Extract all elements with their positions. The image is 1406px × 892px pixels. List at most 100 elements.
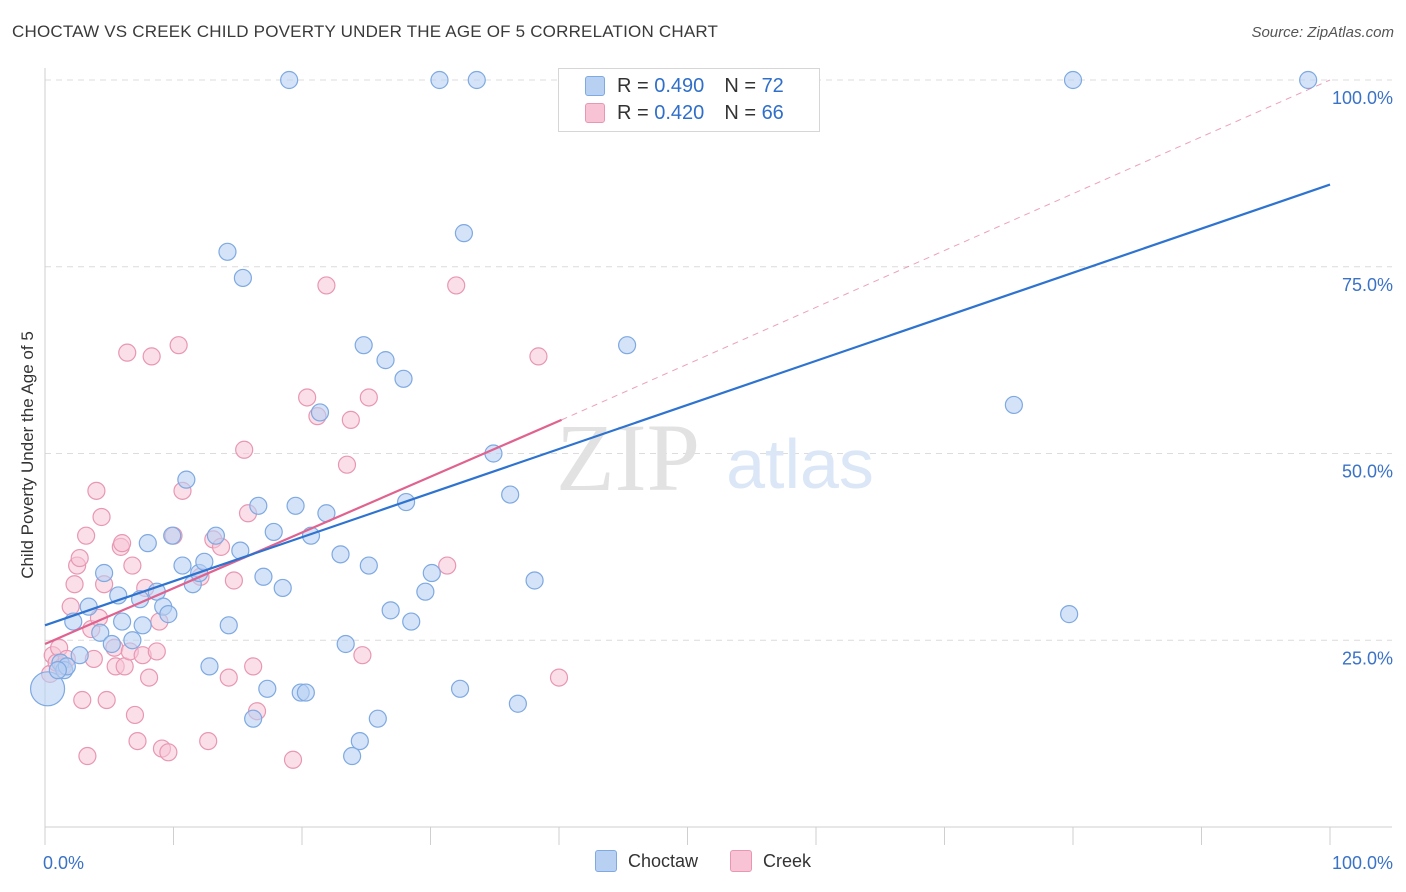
creek-point — [112, 534, 132, 553]
choctaw-point — [343, 746, 362, 766]
choctaw-point — [450, 679, 470, 698]
creek-point — [359, 388, 378, 407]
creek-point — [341, 410, 360, 429]
choctaw-point — [508, 694, 527, 713]
creek-point — [447, 276, 466, 295]
creek-point — [224, 571, 243, 590]
choctaw-point — [310, 403, 330, 422]
grid-lines — [45, 79, 1392, 641]
choctaw-point — [249, 496, 268, 515]
choctaw-point — [359, 556, 378, 575]
choctaw-point — [254, 567, 273, 586]
creek-point — [70, 548, 89, 568]
creek-point — [529, 347, 548, 366]
creek-point — [73, 690, 92, 710]
y-tick-label: 75.0% — [1342, 275, 1393, 295]
choctaw-point — [422, 563, 441, 583]
legend-item-choctaw[interactable]: Choctaw — [594, 850, 698, 872]
choctaw-point — [112, 612, 132, 631]
creek-point — [77, 526, 96, 545]
creek-point — [317, 276, 336, 295]
choctaw-point — [525, 571, 544, 590]
creek-swatch — [585, 103, 605, 123]
choctaw-point — [48, 661, 67, 680]
creek-point — [199, 731, 218, 751]
creek-trend-extension — [561, 79, 1331, 421]
choctaw-point — [501, 485, 520, 504]
watermark: ZIP atlas — [556, 404, 874, 511]
creek-point — [235, 440, 254, 459]
r-value: 0.420 — [654, 101, 705, 124]
choctaw-point — [29, 671, 66, 707]
choctaw-point — [1299, 70, 1318, 90]
creek-point — [549, 668, 569, 687]
n-value: 72 — [761, 74, 784, 97]
creek-point — [438, 556, 457, 575]
n-value: 66 — [761, 101, 784, 124]
choctaw-point — [173, 556, 192, 575]
x-tick-label: 100.0% — [1332, 853, 1393, 873]
choctaw-point — [402, 612, 421, 631]
choctaw-swatch — [585, 76, 605, 96]
choctaw-point — [416, 582, 435, 601]
watermark-zip: ZIP — [556, 404, 700, 511]
choctaw-point — [123, 631, 142, 650]
choctaw-point — [200, 657, 219, 676]
choctaw-point — [177, 470, 196, 489]
choctaw-point — [467, 70, 486, 90]
creek-point — [61, 597, 80, 616]
n-label: N = — [724, 74, 756, 97]
choctaw-point — [244, 709, 263, 728]
choctaw-point — [618, 336, 637, 355]
source-label: Source: ZipAtlas.com — [1251, 24, 1394, 41]
r-label: R = — [617, 101, 649, 124]
creek-point — [87, 481, 106, 500]
creek-point — [219, 668, 238, 687]
r-value: 0.490 — [654, 74, 705, 97]
tick-labels: 25.0% 50.0% 75.0% 100.0% 0.0% 100.0% — [43, 88, 1393, 873]
choctaw-point — [138, 534, 157, 553]
choctaw-point — [354, 336, 373, 355]
choctaw-point — [336, 634, 355, 654]
creek-point — [65, 575, 84, 594]
choctaw-point — [206, 526, 226, 545]
creek-point — [147, 642, 166, 661]
creek-point — [353, 646, 372, 665]
choctaw-point — [430, 70, 449, 90]
creek-point — [125, 705, 145, 725]
n-label: N = — [724, 101, 756, 124]
creek-point — [92, 507, 111, 527]
choctaw-point — [273, 578, 292, 598]
choctaw-point — [1060, 605, 1079, 624]
choctaw-points — [29, 70, 1318, 766]
creek-trend-line — [44, 418, 563, 645]
creek-point — [283, 750, 303, 769]
choctaw-point — [280, 70, 299, 90]
choctaw-point — [381, 601, 400, 620]
choctaw-point — [394, 369, 413, 388]
creek-point — [128, 731, 147, 751]
choctaw-point — [376, 351, 395, 370]
choctaw-point — [264, 522, 283, 542]
legend-item-creek[interactable]: Creek — [730, 850, 811, 872]
watermark-atlas: atlas — [726, 425, 874, 503]
creek-point — [244, 657, 263, 676]
legend-label-creek: Creek — [763, 850, 812, 871]
choctaw-point — [1004, 395, 1023, 415]
creek-point — [123, 556, 142, 575]
choctaw-point — [258, 679, 277, 698]
creek-point — [78, 746, 97, 766]
choctaw-point — [218, 242, 237, 261]
legend-label-choctaw: Choctaw — [627, 850, 698, 871]
correlation-legend: R = 0.490 N = 72 R = 0.420 N = 66 — [558, 68, 820, 132]
choctaw-point — [159, 605, 178, 624]
creek-points — [41, 276, 569, 769]
axes — [44, 68, 1392, 845]
choctaw-point — [219, 616, 238, 635]
x-tick-label: 0.0% — [43, 853, 84, 873]
y-tick-label: 50.0% — [1342, 462, 1393, 482]
choctaw-point — [331, 545, 350, 564]
trend-lines — [44, 79, 1331, 645]
creek-swatch — [730, 850, 752, 872]
choctaw-point — [286, 496, 305, 515]
